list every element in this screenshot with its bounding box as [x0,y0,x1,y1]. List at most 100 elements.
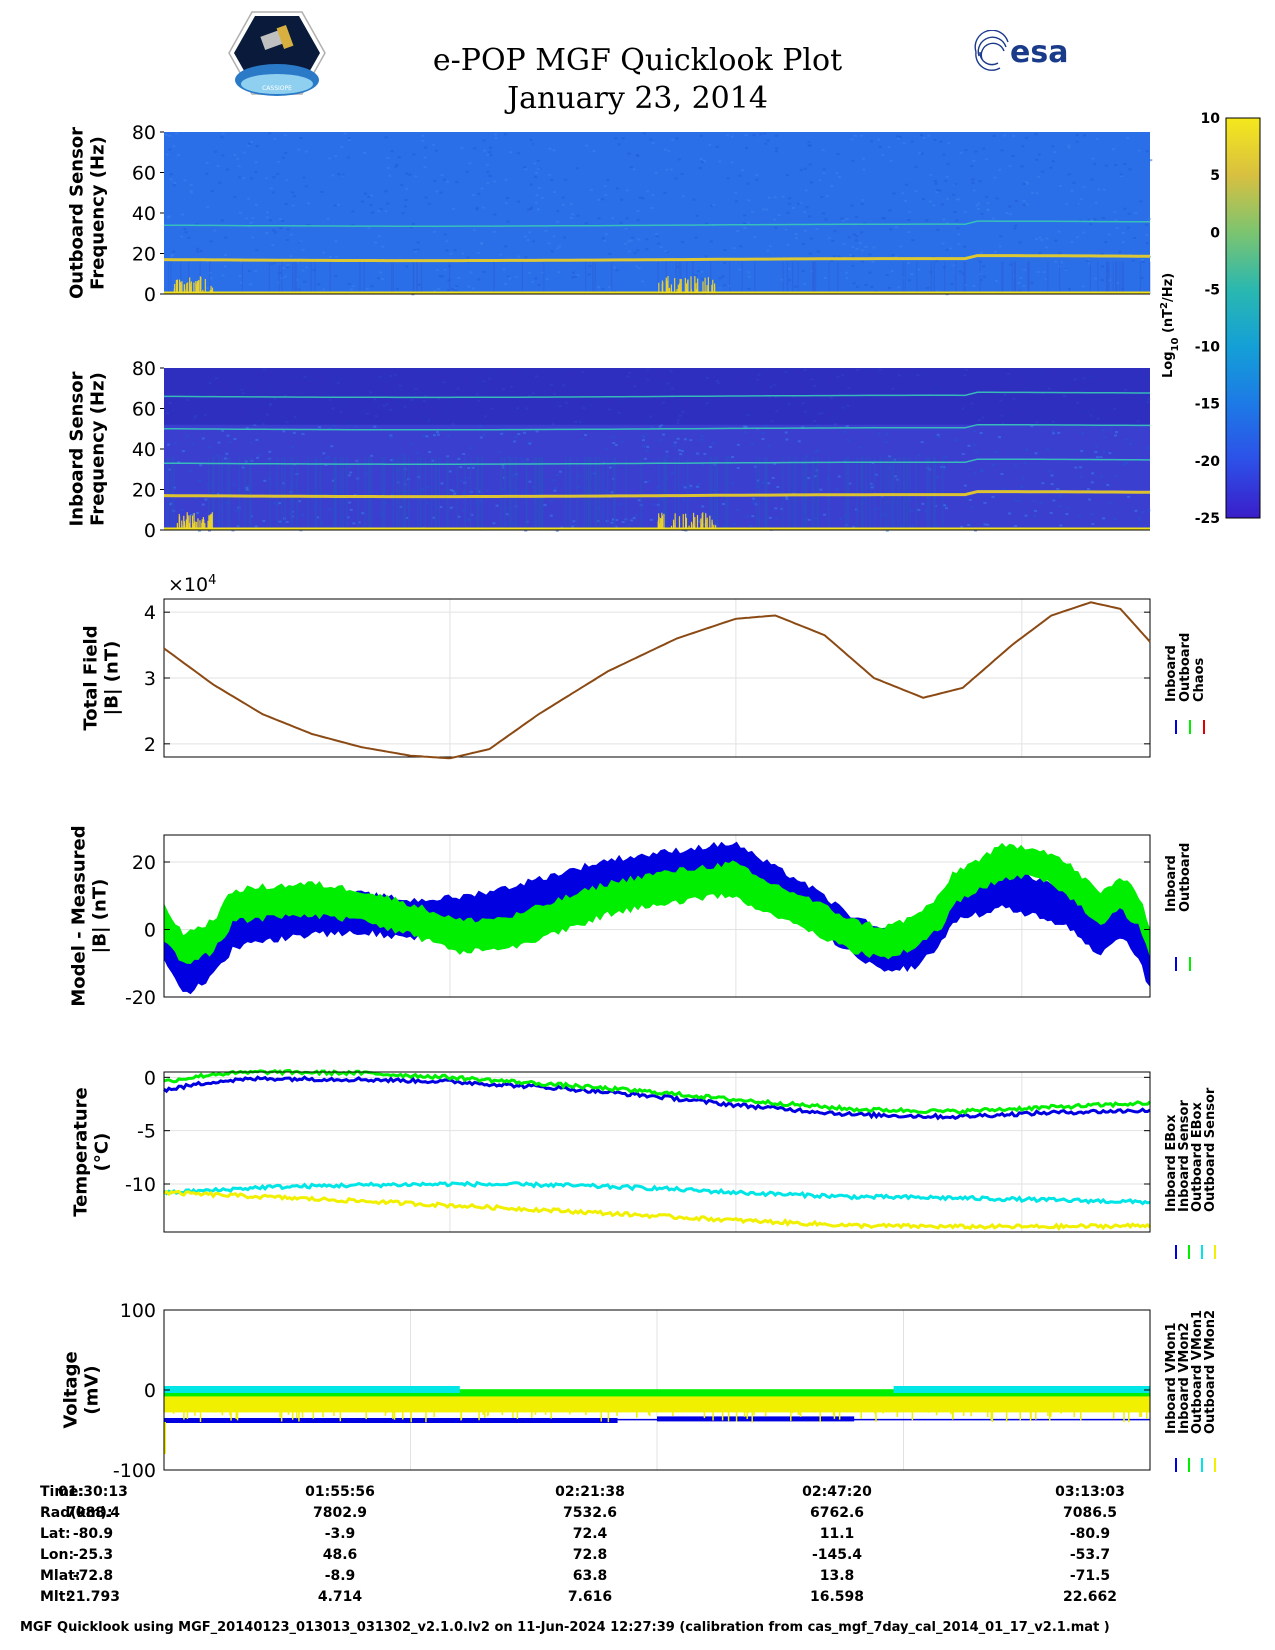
spectrogram-noise [960,525,964,528]
spectrogram-noise [907,218,911,221]
spectrogram-noise [961,272,965,275]
spectrogram-noise [245,486,249,489]
spectrogram-noise [901,192,905,195]
spectrogram-noise [247,197,251,200]
spectrogram-noise [423,156,427,159]
spectrogram-noise [1080,450,1084,453]
spectrogram-noise [897,286,901,289]
spectrogram-noise [1000,149,1004,152]
y-axis-label-line: (°C) [92,1133,113,1172]
spectrogram-noise [228,441,232,444]
spectrogram-noise [1022,199,1026,202]
spectrogram-noise [650,207,654,210]
spectrogram-noise [389,436,393,439]
spectrogram-noise [961,452,965,455]
spectrogram-noise [255,145,259,148]
y-tick-label: -20 [125,987,156,1009]
spectrogram-noise [765,208,769,211]
spectrogram-noise [534,175,538,178]
spectrogram-noise [404,490,408,493]
spectrogram-noise [536,208,540,211]
spectrogram-noise [457,515,461,518]
spectrogram-noise [302,176,306,179]
spectrogram-noise [932,204,936,207]
spectrogram-noise [860,202,864,205]
spectrogram-noise [722,262,726,265]
spectrogram-noise [766,139,770,142]
spectrogram-noise [563,236,567,239]
spectrogram-noise [895,501,899,504]
spectrogram-noise [223,457,227,460]
spectrogram-noise [878,145,882,148]
spectrogram-noise [646,445,650,448]
spectrogram-noise [367,195,371,198]
spectrogram-noise [557,245,561,248]
spectrogram-noise [601,198,605,201]
spectrogram-noise [479,436,483,439]
spectrogram-noise [1100,279,1104,282]
spectrogram-noise [767,482,771,485]
spectrogram-noise [294,484,298,487]
spectrogram-noise [408,173,412,176]
spectrogram-noise [173,442,177,445]
spectrogram-noise [472,465,476,468]
spectrogram-noise [743,214,747,217]
spectrogram-noise [774,226,778,229]
spectrogram-noise [349,288,353,291]
spectrogram-noise [576,214,580,217]
spectrogram-noise [596,519,600,522]
spectrogram-noise [910,140,914,143]
spectrogram-noise [630,519,634,522]
spectrogram-noise [1049,166,1053,169]
spectrogram-noise [967,523,971,526]
spectrogram-noise [421,488,425,491]
spectrogram-noise [1090,481,1094,484]
spectrogram-noise [881,153,885,156]
spectrogram-noise [1079,197,1083,200]
spectrogram-noise [642,435,646,438]
spectrogram-noise [317,283,321,286]
spectrogram-noise [167,468,171,471]
spectrogram-noise [933,138,937,141]
spectrogram-noise [512,474,516,477]
spectrogram-noise [556,247,560,250]
y-axis-label-line: Model - Measured [69,825,90,1006]
spectrogram-noise [992,217,996,220]
orbit-cell: 21.793 [65,1589,121,1605]
spectrogram-noise [736,467,740,470]
spectrogram-noise [1019,276,1023,279]
spectrogram-noise [1045,246,1049,249]
spectrogram-noise [462,491,466,494]
spectrogram-noise [1048,470,1052,473]
spectrogram-noise [1095,445,1099,448]
spectrogram-noise [352,522,356,525]
spectrogram-noise [754,465,758,468]
spectrogram-noise [697,485,701,488]
spectrogram-noise [730,135,734,138]
spectrogram-noise [940,465,944,468]
spectrogram-noise [291,204,295,207]
orbit-cell: 48.6 [322,1547,358,1563]
spectrogram-noise [497,451,501,454]
spectrogram-noise [1022,284,1026,287]
y-axis-label: Model - Measured |B| (nT) [69,825,111,1006]
spectrogram-noise [664,148,668,151]
spectrogram-noise [267,477,271,480]
spectrogram-noise [410,226,414,229]
spectrogram-noise [774,134,778,137]
spectrogram-noise [523,235,527,238]
spectrogram-noise [794,237,798,240]
spectrogram-noise [975,204,979,207]
spectrogram-noise [537,187,541,190]
spectrogram-noise [489,146,493,149]
spectrogram-noise [172,250,176,253]
spectrogram-noise [1122,463,1126,466]
spectrogram-noise [904,183,908,186]
spectrogram-noise [781,195,785,198]
spectrogram-noise [991,463,995,466]
spectrogram-noise [540,196,544,199]
orbit-cell: -72.8 [72,1568,114,1584]
orbit-cell: -145.4 [811,1547,863,1563]
spectrogram-noise [661,498,665,501]
spectrogram-noise [784,228,788,231]
